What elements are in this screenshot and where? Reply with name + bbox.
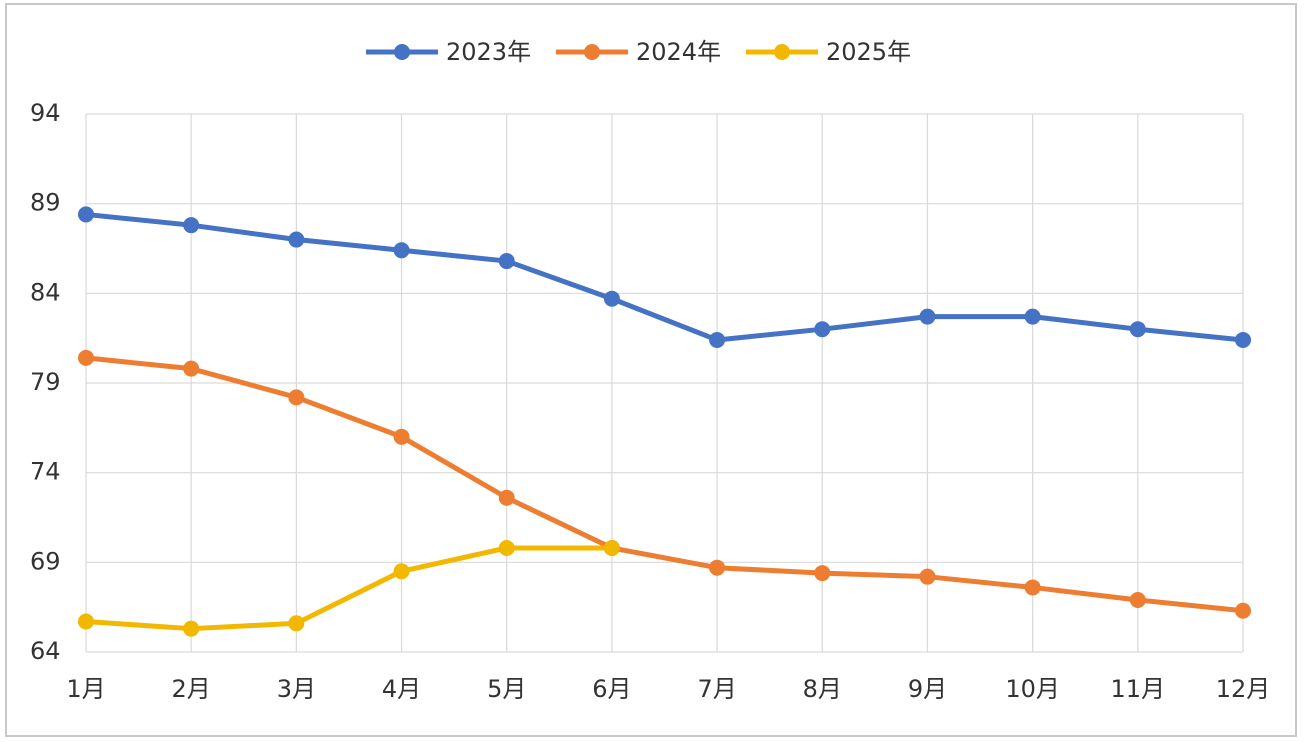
- data-point: [78, 349, 94, 366]
- x-tick-label: 5月: [487, 675, 526, 703]
- legend-marker: [394, 44, 410, 60]
- y-tick-label: 94: [30, 99, 61, 127]
- data-point: [78, 206, 94, 223]
- data-point: [1235, 602, 1251, 619]
- y-tick-label: 79: [30, 368, 61, 396]
- data-point: [709, 559, 726, 576]
- data-point: [919, 568, 936, 585]
- legend-marker: [774, 44, 790, 60]
- legend-label: 2025年: [826, 38, 911, 66]
- data-point: [393, 563, 410, 580]
- data-point: [1129, 591, 1146, 608]
- data-point: [603, 539, 620, 556]
- data-point: [603, 290, 620, 307]
- data-point: [1024, 579, 1041, 596]
- data-point: [498, 489, 515, 506]
- x-tick-label: 11月: [1111, 675, 1166, 703]
- data-point: [709, 331, 726, 348]
- data-point: [919, 308, 936, 325]
- x-tick-label: 6月: [592, 675, 631, 703]
- chart-frame: [5, 3, 1297, 737]
- data-point: [78, 613, 94, 630]
- data-point: [393, 428, 410, 445]
- series-line: [85, 545, 612, 632]
- data-point: [1129, 321, 1146, 338]
- x-tick-label: 1月: [66, 675, 105, 703]
- x-tick-label: 12月: [1216, 675, 1271, 703]
- legend-marker: [584, 44, 600, 60]
- data-point: [498, 539, 515, 556]
- data-point: [814, 321, 831, 338]
- data-point: [814, 565, 831, 582]
- data-point: [183, 217, 200, 234]
- data-point: [288, 231, 305, 248]
- x-tick-label: 9月: [908, 675, 947, 703]
- data-point: [183, 620, 200, 637]
- y-tick-label: 84: [30, 278, 61, 306]
- legend-label: 2023年: [446, 38, 531, 66]
- data-point: [1235, 331, 1251, 348]
- y-tick-label: 74: [30, 458, 61, 486]
- data-point: [288, 389, 305, 406]
- legend-label: 2024年: [636, 38, 721, 66]
- x-tick-label: 2月: [172, 675, 211, 703]
- y-tick-label: 64: [30, 637, 61, 665]
- data-point: [498, 253, 515, 270]
- data-point: [393, 242, 410, 259]
- x-tick-label: 3月: [277, 675, 316, 703]
- series-line: [85, 211, 1244, 343]
- x-tick-label: 10月: [1005, 675, 1060, 703]
- data-point: [288, 615, 305, 632]
- data-point: [1024, 308, 1041, 325]
- x-tick-label: 4月: [382, 675, 421, 703]
- series-line: [85, 355, 1244, 614]
- x-tick-label: 7月: [697, 675, 736, 703]
- y-tick-label: 89: [30, 189, 61, 217]
- data-point: [183, 360, 200, 377]
- y-tick-label: 69: [30, 547, 61, 575]
- x-tick-label: 8月: [803, 675, 842, 703]
